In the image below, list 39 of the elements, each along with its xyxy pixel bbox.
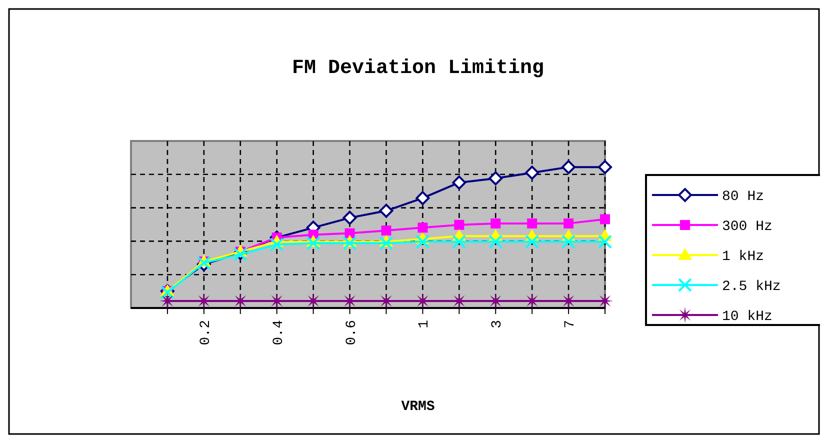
point xyxy=(490,218,501,228)
point xyxy=(598,160,612,174)
point xyxy=(452,234,466,249)
point xyxy=(452,176,466,190)
legend-label: 10 kHz xyxy=(722,309,772,325)
point xyxy=(488,234,503,249)
point xyxy=(416,191,430,206)
point xyxy=(488,171,503,186)
point xyxy=(416,234,430,249)
point xyxy=(562,234,576,249)
x-axis-title: VRMS xyxy=(401,399,435,415)
point xyxy=(598,234,612,249)
legend-label: 80 Hz xyxy=(722,189,764,205)
point xyxy=(525,166,540,180)
point xyxy=(454,220,464,230)
legend-label: 300 Hz xyxy=(722,219,772,235)
point xyxy=(600,214,610,224)
point xyxy=(597,292,613,309)
point xyxy=(342,236,357,250)
x-tick-label: 0.2 xyxy=(198,320,214,346)
point xyxy=(562,160,576,174)
x-tick-label: 0.4 xyxy=(270,320,287,346)
chart-title: FM Deviation Limiting xyxy=(292,57,544,80)
point xyxy=(379,236,394,250)
point xyxy=(342,210,357,225)
point xyxy=(381,225,392,236)
x-tick-label: 7 xyxy=(562,320,579,328)
x-tick-label: 0.6 xyxy=(344,320,360,346)
point xyxy=(379,204,394,218)
legend-label: 2.5 kHz xyxy=(722,279,781,295)
x-tick-label: 1 xyxy=(416,320,433,328)
legend-label: 1 kHz xyxy=(722,249,764,265)
point xyxy=(270,238,284,252)
x-tick-label: 3 xyxy=(490,320,506,328)
point xyxy=(418,222,428,233)
point xyxy=(564,218,574,228)
point xyxy=(527,218,538,228)
point xyxy=(306,236,320,250)
point xyxy=(525,234,540,249)
